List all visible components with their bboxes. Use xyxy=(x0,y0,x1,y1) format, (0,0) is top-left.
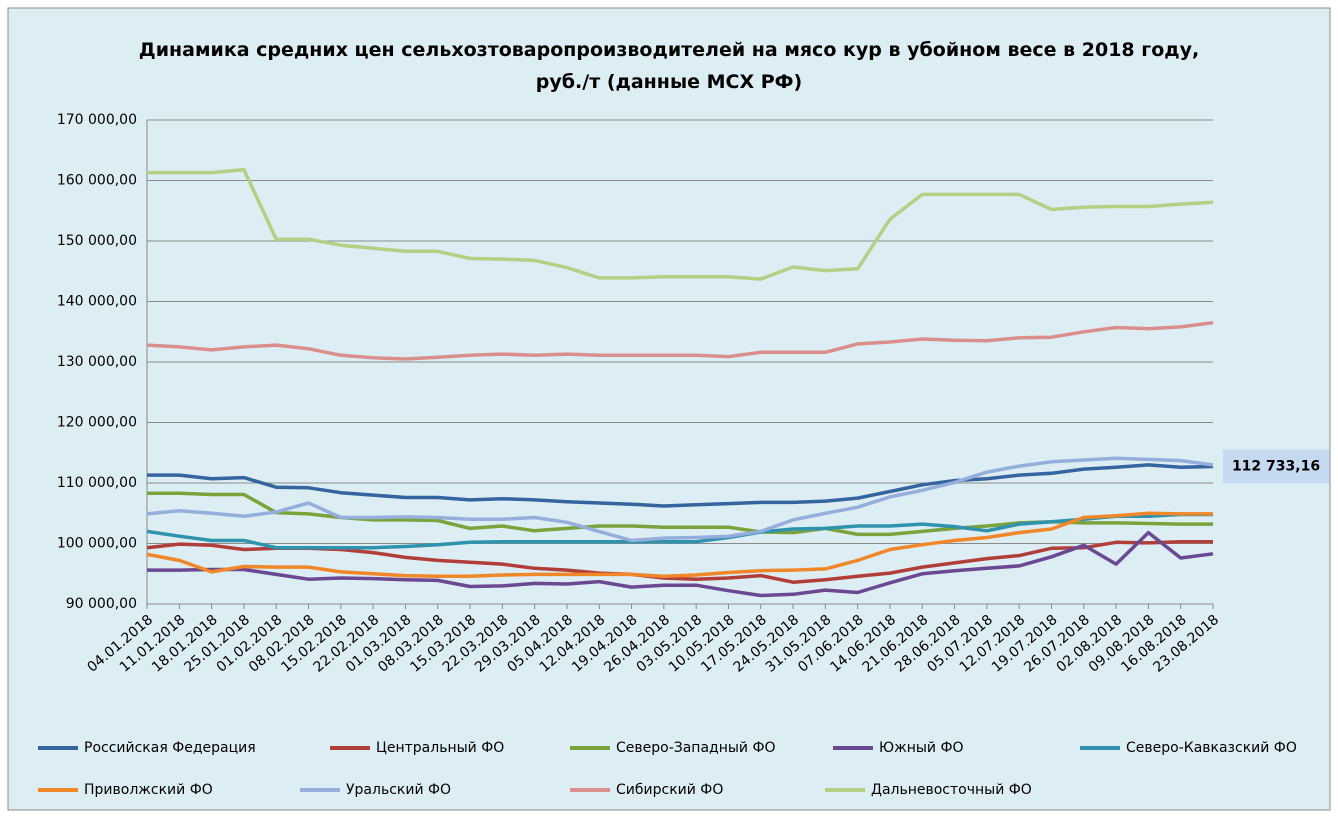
y-tick-label: 90 000,00 xyxy=(66,596,137,612)
y-tick-label: 160 000,00 xyxy=(57,173,137,189)
y-tick-label: 140 000,00 xyxy=(57,294,137,310)
legend-label: Российская Федерация xyxy=(84,740,256,756)
y-tick-label: 100 000,00 xyxy=(57,536,137,552)
legend-label: Северо-Западный ФО xyxy=(616,740,776,756)
legend-label: Приволжский ФО xyxy=(84,782,213,798)
series-line xyxy=(146,511,1213,578)
series-line xyxy=(146,456,1214,543)
y-tick-label: 170 000,00 xyxy=(57,112,137,128)
series-line xyxy=(146,320,1214,361)
y-tick-label: 150 000,00 xyxy=(57,233,137,249)
legend-label: Уральский ФО xyxy=(346,782,451,798)
legend-label: Сибирский ФО xyxy=(616,782,723,798)
series-line xyxy=(147,167,1214,281)
data-label-box xyxy=(1223,449,1329,484)
y-tick-label: 130 000,00 xyxy=(57,354,137,370)
legend-label: Южный ФО xyxy=(879,740,964,756)
data-label: 112 733,16 xyxy=(1232,458,1320,474)
legend-label: Северо-Кавказский ФО xyxy=(1126,740,1297,756)
legend-label: Центральный ФО xyxy=(376,740,504,756)
series-line xyxy=(147,530,1214,598)
series-line xyxy=(146,512,1213,550)
legend-label: Дальневосточный ФО xyxy=(871,782,1032,798)
y-tick-label: 110 000,00 xyxy=(57,475,137,491)
y-tick-label: 120 000,00 xyxy=(57,415,137,431)
series-line xyxy=(147,463,1214,508)
chart-area xyxy=(7,7,1331,811)
chart-title: Динамика средних цен сельхозтоваропроизв… xyxy=(138,39,1200,93)
